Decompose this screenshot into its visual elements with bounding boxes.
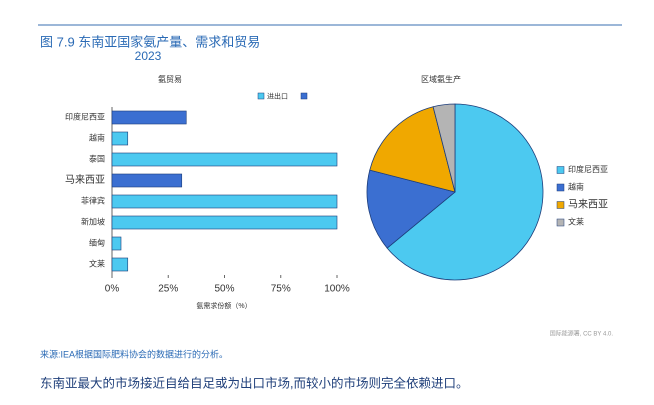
y-tick-label: 新加坡 [81,217,105,227]
pie-slice [366,169,456,249]
legend-swatch [556,201,565,209]
bar [111,194,338,209]
legend-label: 越南 [568,182,584,192]
y-tick-label: 文莱 [89,259,105,269]
x-tick-label: 25% [158,284,178,295]
legend-swatch [556,166,565,174]
bar [111,236,122,251]
bar [111,173,183,188]
pie-slice [369,106,456,193]
figure-year: 2023 [135,49,162,63]
x-tick-label: 0% [105,284,120,295]
y-tick-label: 缅甸 [89,238,105,248]
y-tick-label: 印度尼西亚 [65,112,105,122]
bar [111,131,129,146]
credit: 国际能源署, CC BY 4.0. [550,330,614,338]
x-tick-label: 100% [324,284,350,295]
legend-label: 进出口 [267,91,288,100]
x-axis-label: 氨需求份额（%） [196,301,251,310]
figure-title: 图 7.9 东南亚国家氨产量、需求和贸易 [40,34,260,49]
legend-swatch [556,183,565,192]
pie-slice [386,103,544,281]
pie-slice [432,103,456,193]
pie-title: 区域氨生产 [421,74,461,84]
legend-label: 文莱 [568,217,584,227]
legend-swatch [556,218,565,227]
bar [111,257,129,272]
bar [111,215,338,230]
y-tick-label: 泰国 [89,154,105,164]
bar-title: 氨贸易 [158,74,182,84]
legend-label: 马来西亚 [568,199,608,211]
y-tick-label: 菲律宾 [81,196,105,206]
source: 来源:IEA根据国际肥料协会的数据进行的分析。 [40,348,228,359]
x-tick-label: 50% [214,284,234,295]
y-tick-label: 越南 [89,133,105,143]
bar [111,152,338,167]
x-tick-label: 75% [271,284,291,295]
caption: 东南亚最大的市场接近自给自足或为出口市场,而较小的市场则完全依赖进口。 [40,375,468,390]
y-tick-label: 马来西亚 [65,174,105,186]
bar [111,110,187,125]
legend-swatch [300,92,308,100]
legend-label: 印度尼西亚 [568,164,608,174]
legend-swatch [257,92,265,100]
